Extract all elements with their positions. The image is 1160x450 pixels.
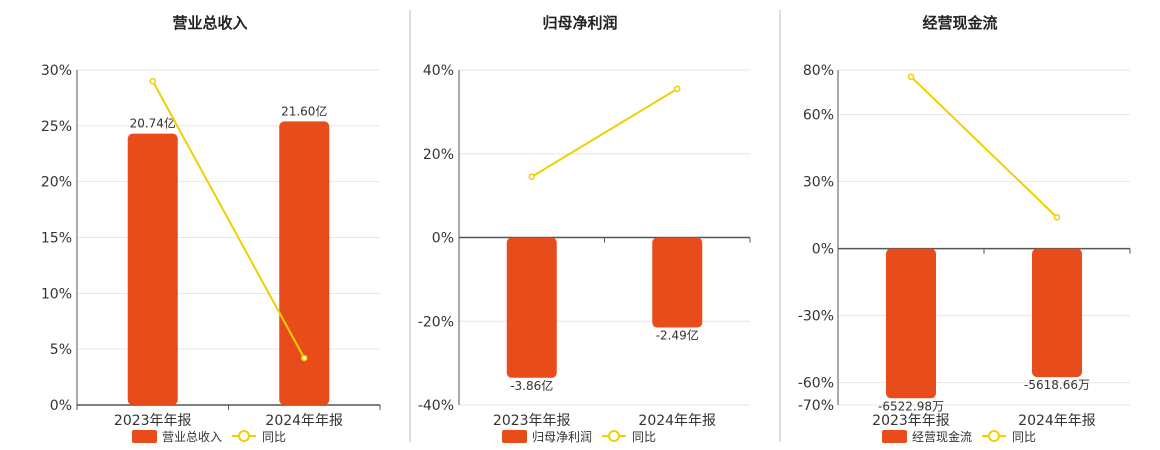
line-point	[149, 77, 156, 85]
line-series-yoy	[151, 80, 306, 359]
line-point	[907, 73, 915, 80]
legend-line-marker	[988, 430, 1000, 442]
y-tick-label: 40%	[423, 63, 454, 79]
y-tick-label: 30%	[803, 175, 834, 191]
legend: 营业总收入 同比	[132, 430, 286, 444]
y-tick-label: 10%	[41, 286, 72, 302]
bar	[506, 237, 557, 378]
legend: 经营现金流 同比	[882, 429, 1036, 444]
x-category-label: 2024年年报	[265, 413, 343, 429]
legend-line-marker	[238, 430, 250, 442]
y-tick-label: -70%	[798, 398, 834, 414]
y-tick-label: -20%	[418, 314, 454, 330]
legend-line-marker	[608, 430, 620, 442]
bar-data-label: 21.60亿	[281, 103, 327, 118]
y-tick-label: 20%	[423, 147, 454, 163]
bar	[886, 248, 936, 399]
bar	[127, 133, 178, 405]
y-tick-label: 5%	[50, 342, 72, 358]
x-category-label: 2023年年报	[493, 413, 571, 429]
y-tick-label: -30%	[798, 309, 834, 325]
chart-title: 营业总收入	[172, 14, 247, 32]
chart-title: 归母净利润	[542, 14, 617, 32]
bar-data-label: -2.49亿	[656, 328, 699, 343]
legend-bar-swatch	[882, 430, 907, 443]
x-category-label: 2024年年报	[638, 413, 716, 429]
legend-line-label: 同比	[262, 430, 286, 444]
line-point	[301, 354, 308, 362]
legend-line-label: 同比	[632, 430, 656, 444]
y-tick-label: 60%	[803, 108, 834, 124]
chart-panel-2: 归母净利润 -40% -20% 0% 20% 40% 2023年年报 2024年年报 -3.86…	[418, 14, 751, 444]
bar	[1032, 248, 1082, 378]
line-series-yoy	[910, 75, 1058, 219]
bar	[652, 237, 703, 328]
legend-bar-swatch	[132, 430, 157, 443]
y-tick-label: -40%	[418, 398, 454, 414]
y-tick-label: -60%	[798, 376, 834, 392]
y-tick-label: 15%	[41, 231, 72, 247]
chart-panel-3: 经营现金流 -70% -60% -30% 0% 30% 60% 80% 2023年年报 2024年…	[798, 14, 1131, 444]
line-point	[1053, 214, 1061, 221]
legend-bar-label: 归母净利润	[532, 430, 592, 444]
legend: 归母净利润 同比	[502, 430, 656, 444]
y-tick-label: 0%	[432, 231, 454, 247]
y-tick-label: 0%	[812, 242, 834, 258]
y-tick-label: 20%	[41, 175, 72, 191]
legend-bar-label: 经营现金流	[912, 429, 972, 444]
line-point	[528, 173, 535, 181]
y-tick-label: 25%	[41, 119, 72, 135]
bar-data-label: -3.86亿	[510, 378, 553, 393]
y-tick-label: 30%	[41, 63, 72, 79]
x-category-label: 2024年年报	[1018, 413, 1096, 429]
legend-line-label: 同比	[1012, 430, 1036, 444]
bar-data-label: 20.74亿	[130, 116, 176, 131]
bar-data-label: -6522.98万	[878, 399, 944, 413]
line-point	[674, 85, 681, 93]
legend-bar-label: 营业总收入	[162, 430, 222, 444]
bar-data-label: -5618.66万	[1024, 378, 1090, 392]
chart-panel-1: 营业总收入 0% 5% 10% 15% 20% 25% 30% 2023年年报 2024年年报 20…	[41, 14, 381, 444]
y-tick-label: 80%	[803, 63, 834, 79]
chart-title: 经营现金流	[922, 14, 997, 32]
y-tick-label: 0%	[50, 398, 72, 414]
x-category-label: 2023年年报	[872, 413, 950, 429]
legend-bar-swatch	[502, 430, 527, 443]
line-series-yoy	[531, 87, 678, 178]
x-category-label: 2023年年报	[114, 413, 192, 429]
bar	[279, 121, 330, 405]
